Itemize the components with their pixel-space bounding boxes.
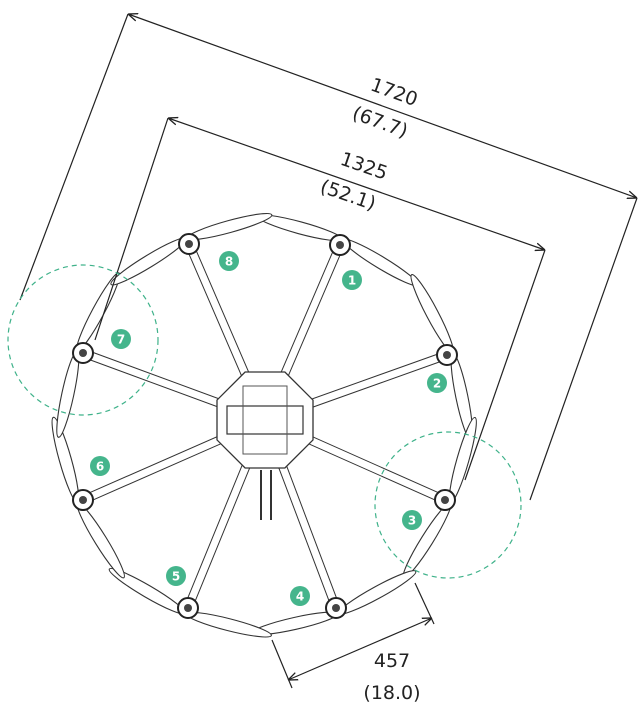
propeller-blade [337, 570, 417, 615]
motor-number: 7 [117, 333, 125, 347]
propeller-blade [185, 611, 272, 638]
dim-line [288, 618, 432, 680]
motor-hub [79, 496, 87, 504]
extension-line [19, 13, 129, 301]
motor-number: 6 [96, 460, 104, 474]
prop-circle [7, 264, 159, 416]
motor-hub [336, 241, 344, 249]
propeller-blade [110, 237, 187, 286]
propeller-blade [76, 502, 125, 579]
battery [226, 405, 304, 435]
propeller-blade [410, 274, 454, 354]
propeller-blade [56, 350, 80, 438]
motor-hub [79, 349, 87, 357]
extension-line [271, 639, 293, 689]
motor-hub [443, 351, 451, 359]
prop-circle [374, 431, 522, 579]
motor-number: 5 [172, 570, 180, 584]
motor-hub [184, 604, 192, 612]
motor-badge [290, 586, 310, 606]
motor-hub [332, 604, 340, 612]
dim-mm: 1325 [338, 148, 391, 185]
motor-hub [185, 240, 193, 248]
dim-line [128, 14, 637, 198]
motor-badge [111, 329, 131, 349]
motor-badge [342, 270, 362, 290]
drawing: 1 2 3 4 5 6 7 8 [51, 212, 477, 638]
motor-hub [441, 496, 449, 504]
extension-line [94, 117, 169, 341]
dim-line [168, 118, 545, 250]
board [242, 385, 288, 455]
dim-mm: 457 [374, 650, 410, 672]
dimension-lines [19, 13, 638, 689]
dim-inch: (67.7) [349, 102, 410, 142]
dim-inch: (18.0) [363, 682, 420, 704]
prop-circles [7, 264, 522, 579]
motor-number: 1 [348, 274, 356, 288]
motor-badge [219, 251, 239, 271]
motor-number: 3 [408, 514, 416, 528]
motor-number: 8 [225, 255, 233, 269]
motor-number: 4 [296, 590, 304, 604]
motor-badge [427, 373, 447, 393]
motor-badge [90, 456, 110, 476]
dim-mm: 1720 [368, 74, 421, 111]
extension-line [529, 197, 638, 501]
extension-line [464, 249, 546, 481]
motor-number: 2 [433, 377, 441, 391]
motor-badge [166, 566, 186, 586]
motor-badge [402, 510, 422, 530]
extension-line [414, 582, 435, 625]
